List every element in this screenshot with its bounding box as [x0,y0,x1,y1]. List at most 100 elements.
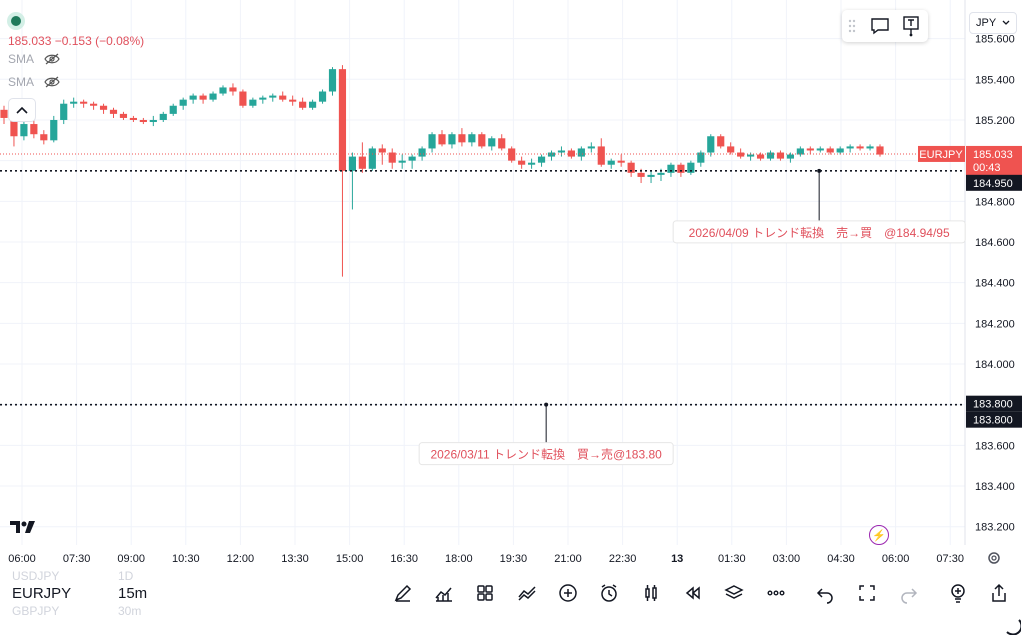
compare-icon[interactable] [514,580,540,606]
candle [617,154,625,167]
layers-icon[interactable] [721,580,747,606]
candle-body [537,156,546,163]
candle [488,136,496,151]
indicators-icon[interactable] [431,580,457,606]
x-tick-label: 15:00 [336,553,364,565]
candle [338,65,347,277]
candle-body [99,105,108,110]
candle [468,132,476,147]
candle [597,138,605,167]
x-tick-label: 13 [671,553,683,565]
candle-body [328,69,337,92]
eye-hidden-icon[interactable] [44,76,60,88]
tradingview-logo[interactable] [10,520,40,534]
candles-icon[interactable] [638,580,664,606]
indicator-sma-2[interactable]: SMA [8,75,60,89]
collapse-legend-button[interactable] [8,98,36,122]
candle [557,146,566,157]
replay-icon[interactable] [680,580,706,606]
symbol-tag-bg [918,145,965,162]
x-tick-label: 22:30 [609,553,637,565]
candle-body [368,148,376,169]
horizontal-lines [0,153,965,406]
annotation-box [672,220,966,244]
candle-body [547,152,556,157]
eye-hidden-icon[interactable] [44,53,60,65]
settings-icon[interactable] [986,550,1002,566]
candle-body [20,124,28,137]
time-axis[interactable]: 06:00 07:30 09:00 10:30 12:00 13:30 15:00 16:30… [8,553,964,565]
candle [458,128,466,147]
symbol-selector[interactable]: EURJPY [12,585,72,602]
timeframe-next[interactable]: 30m [118,604,142,618]
timeframe-prev[interactable]: 1D [118,569,134,583]
comment-icon[interactable] [870,17,890,35]
candle [169,103,177,116]
bolt-icon[interactable]: ⚡ [869,525,889,545]
alert-icon[interactable] [596,580,622,606]
candle [109,107,118,118]
candle-body [60,103,68,120]
add-icon[interactable] [555,580,581,606]
indicator-sma-1[interactable]: SMA [8,52,60,66]
annotation-box [418,442,674,466]
candle [498,134,506,151]
candle [239,89,247,108]
undo-icon[interactable] [812,580,838,606]
x-tick-label: 18:00 [445,553,473,565]
candle [478,132,486,149]
candle-body [289,99,297,102]
candle [40,130,48,145]
candle [179,97,187,110]
candle-body [637,172,645,177]
share-icon[interactable] [986,580,1012,606]
x-tick-label: 03:00 [773,553,801,565]
x-tick-label: 07:30 [936,553,964,565]
candle [328,67,337,96]
candle-body [438,134,446,145]
text-tool-icon[interactable] [902,15,920,37]
candle-body [448,134,456,145]
price-chart[interactable]: 185.600185.400185.200185.000184.800184.6… [0,0,1024,570]
legend-price: 185.033 −0.153 (−0.08%) [8,34,144,48]
candle-body [816,148,824,151]
candle-body [508,148,516,161]
last-price-tag-bg [966,145,1022,176]
candle [279,91,287,102]
candle [90,101,98,110]
more-icon[interactable] [763,580,789,606]
symbol-prev[interactable]: USDJPY [12,569,60,583]
candle-body [707,136,715,153]
pen-icon[interactable] [390,580,416,606]
candle [707,134,715,157]
candle [677,162,685,177]
legend-last-price: 185.033 [8,34,52,48]
layout-icon[interactable] [472,580,498,606]
annotation-text: 2026/04/09 トレンド転換 売→買 @184.94/95 [689,225,950,240]
candle-body [269,95,277,98]
candle [667,162,675,177]
candle-body [498,138,506,149]
candle-body [478,134,486,147]
timeframe-selector[interactable]: 15m [118,585,148,602]
candle [836,146,844,155]
candle [368,146,376,171]
drag-handle-icon[interactable] [848,18,856,34]
chevron-up-icon [16,106,28,114]
candle-body [309,101,317,108]
candle-body [149,119,157,123]
bottom-toolbar [0,570,1024,637]
candle [756,152,765,161]
candle [318,89,327,104]
candle-body [418,148,426,157]
candle [259,95,267,104]
redo-icon[interactable] [896,580,922,606]
symbol-next[interactable]: GBPJPY [12,604,60,618]
currency-selector[interactable]: JPY [969,12,1017,34]
candle [299,97,307,110]
indicator-label: SMA [8,75,35,89]
candle-body [199,95,207,100]
idea-icon[interactable] [945,580,971,606]
candle [697,150,705,167]
fullscreen-icon[interactable] [854,580,880,606]
